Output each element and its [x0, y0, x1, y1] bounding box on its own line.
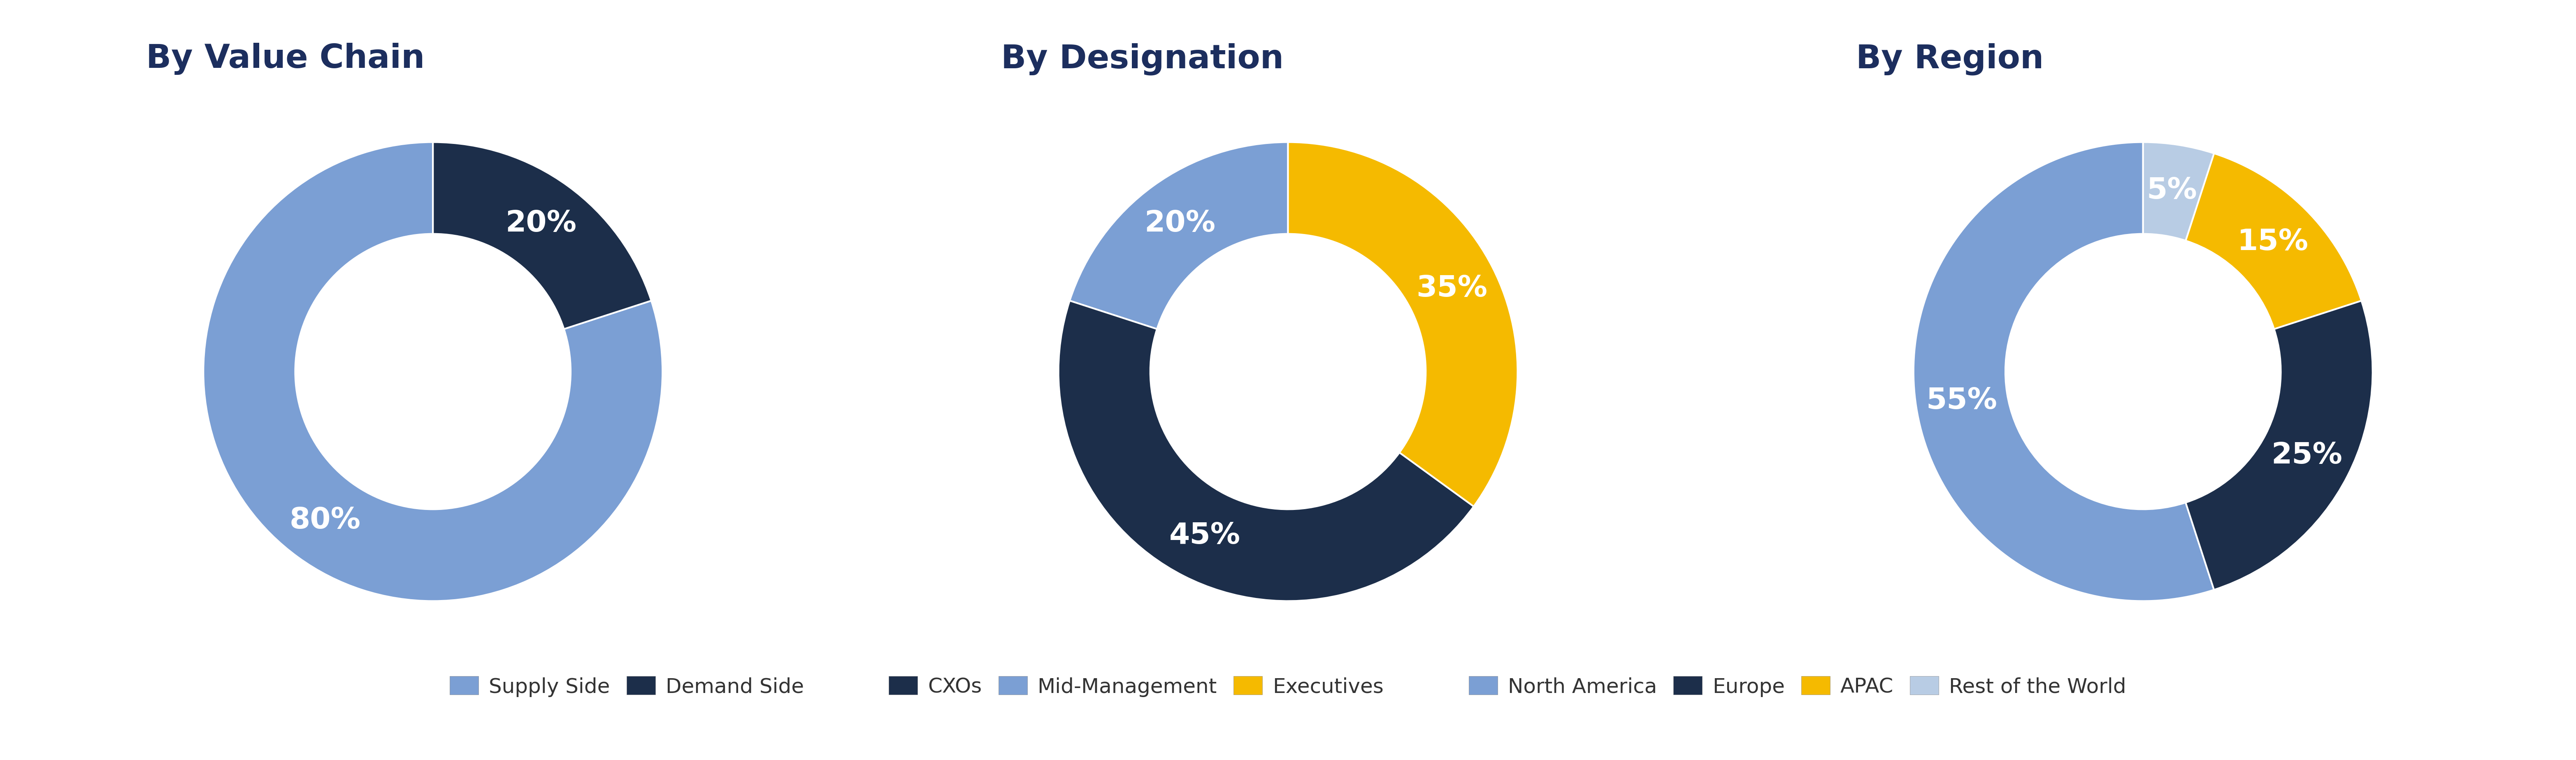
Text: By Value Chain: By Value Chain [147, 43, 425, 75]
Text: Primary Sources: Primary Sources [1123, 33, 1453, 67]
Wedge shape [433, 142, 652, 329]
Text: 5%: 5% [2146, 176, 2197, 204]
Text: 35%: 35% [1417, 274, 1486, 302]
Legend: Supply Side, Demand Side,   , CXOs, Mid-Management, Executives,   , North Americ: Supply Side, Demand Side, , CXOs, Mid-Ma… [451, 676, 2125, 697]
Text: By Designation: By Designation [1002, 43, 1283, 75]
Wedge shape [2184, 301, 2372, 590]
Wedge shape [2143, 142, 2213, 241]
Text: 20%: 20% [505, 209, 577, 238]
Text: 15%: 15% [2239, 228, 2308, 256]
Wedge shape [1069, 142, 1288, 329]
Wedge shape [204, 142, 662, 601]
Text: 25%: 25% [2272, 441, 2342, 469]
Text: 55%: 55% [1927, 386, 1996, 415]
Text: 80%: 80% [289, 506, 361, 534]
Text: 20%: 20% [1144, 209, 1216, 238]
Text: By Region: By Region [1857, 43, 2043, 75]
Wedge shape [1059, 301, 1473, 601]
Text: 45%: 45% [1170, 521, 1239, 549]
Wedge shape [1288, 142, 1517, 507]
Wedge shape [2184, 154, 2362, 329]
Wedge shape [1914, 142, 2213, 601]
